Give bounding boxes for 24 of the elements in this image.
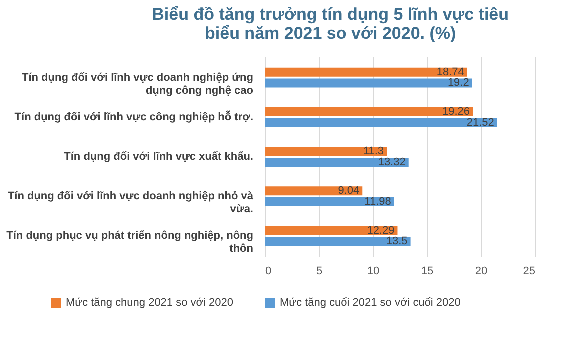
chart-title: Biểu đồ tăng trưởng tín dụng 5 lĩnh vực tiêu biểu năm 2021 so với 2020. (%) xyxy=(152,5,510,43)
data-label: 9.04 xyxy=(338,185,360,198)
y-tick-label: Tín dụng phục vụ phát triển nông nghiệp, nông thôn xyxy=(6,230,254,256)
legend-label: Mức tăng chung 2021 so với 2020 xyxy=(66,297,234,309)
x-tick-label: 0 xyxy=(266,266,272,278)
data-label: 11.3 xyxy=(363,146,384,158)
x-tick-label: 25 xyxy=(523,266,536,278)
data-label: 19.2 xyxy=(448,77,470,90)
x-tick-label: 10 xyxy=(367,266,380,278)
y-tick-label: Tín dụng đối với lĩnh vực công nghiệp hỗ trợ. xyxy=(14,110,254,124)
data-label: 19.26 xyxy=(442,106,470,118)
data-label: 21.52 xyxy=(466,116,494,129)
x-tick-label: 5 xyxy=(316,266,323,278)
data-label: 13.32 xyxy=(378,156,406,168)
x-tick-label: 20 xyxy=(475,266,488,278)
data-label: 11.98 xyxy=(364,196,392,208)
y-tick-label: Tín dụng đối với lĩnh vực doanh nghiệp nhỏ và vừa. xyxy=(8,190,254,216)
data-label: 18.74 xyxy=(436,66,464,78)
y-tick-label: Tín dụng đối với lĩnh vực xuất khẩu. xyxy=(64,151,254,163)
legend-label: Mức tăng cuối 2021 so với cuối 2020 xyxy=(280,297,461,309)
x-tick-label: 15 xyxy=(421,266,434,278)
data-label: 12.29 xyxy=(367,224,395,237)
y-tick-label: Tín dụng đối với lĩnh vực doanh nghiệp ứng dụng công nghệ cao xyxy=(22,72,254,97)
data-label: 13.5 xyxy=(386,236,408,248)
